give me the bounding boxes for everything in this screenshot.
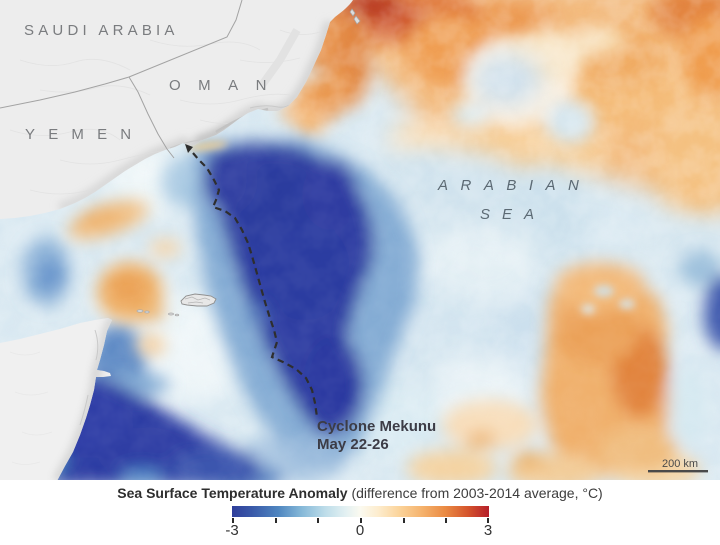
svg-text:SEA: SEA	[480, 206, 546, 223]
svg-text:200 km: 200 km	[662, 458, 698, 470]
svg-text:OMAN: OMAN	[169, 77, 284, 94]
svg-text:May 22-26: May 22-26	[317, 436, 389, 453]
svg-text:Cyclone Mekunu: Cyclone Mekunu	[317, 418, 436, 435]
svg-text:ARABIAN: ARABIAN	[437, 177, 591, 194]
svg-text:YEMEN: YEMEN	[25, 126, 144, 143]
svg-text:SAUDI ARABIA: SAUDI ARABIA	[24, 22, 179, 39]
